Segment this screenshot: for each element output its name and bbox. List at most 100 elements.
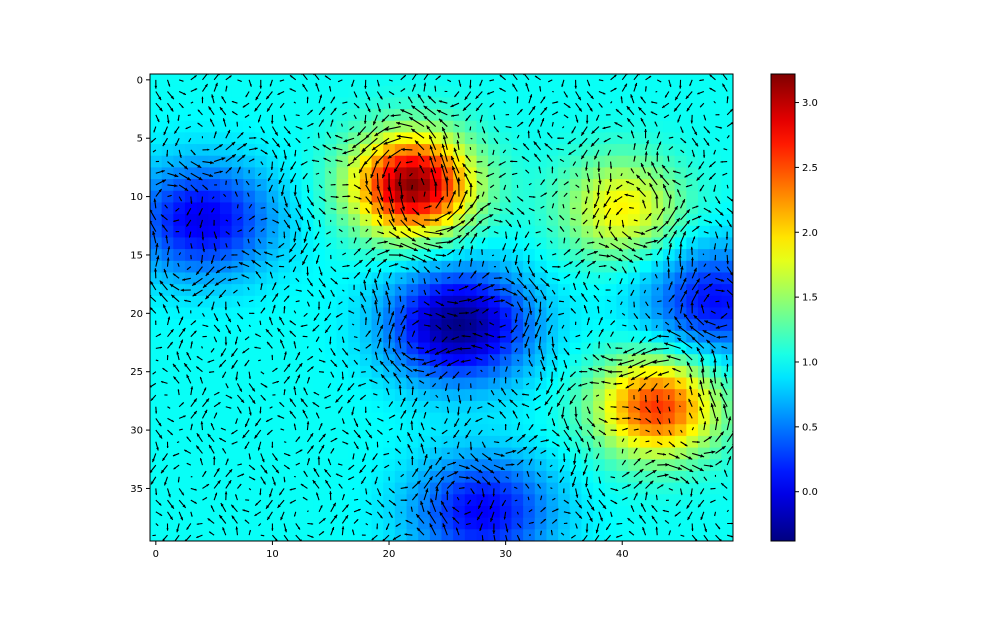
quiver-arrow-head bbox=[542, 179, 545, 182]
quiver-arrow-head bbox=[504, 356, 506, 358]
quiver-arrow-head bbox=[232, 111, 235, 114]
quiver-arrow-head bbox=[554, 190, 558, 194]
heatmap-cell bbox=[208, 447, 221, 460]
quiver-arrow-head bbox=[587, 190, 590, 194]
heatmap-cell bbox=[348, 470, 361, 484]
quiver-arrow-head bbox=[541, 356, 545, 361]
heatmap-cell bbox=[324, 144, 338, 157]
heatmap-cell bbox=[546, 470, 559, 484]
heatmap-cell bbox=[464, 517, 478, 530]
quiver-arrow-head bbox=[284, 118, 287, 122]
heatmap-cell bbox=[313, 435, 326, 449]
heatmap-cell bbox=[709, 365, 722, 379]
heatmap-cell bbox=[674, 214, 687, 227]
quiver-arrow-head bbox=[261, 163, 263, 165]
quiver-arrow-head bbox=[425, 349, 430, 354]
quiver-arrow-head bbox=[368, 191, 373, 196]
quiver-arrow-head bbox=[461, 220, 466, 224]
quiver-arrow-head bbox=[647, 172, 652, 177]
heatmap-cell bbox=[499, 424, 513, 437]
quiver-arrow-head bbox=[407, 341, 411, 345]
heatmap-cell bbox=[674, 167, 687, 180]
quiver-arrow-head bbox=[252, 312, 255, 315]
heatmap-cell bbox=[161, 377, 174, 390]
heatmap-cell bbox=[698, 237, 711, 250]
heatmap-cell bbox=[534, 459, 548, 472]
heatmap-cell bbox=[558, 190, 571, 204]
quiver-arrow bbox=[523, 74, 530, 81]
quiver-arrow-head bbox=[150, 281, 154, 285]
quiver-arrow-head bbox=[159, 107, 163, 112]
heatmap-cell bbox=[406, 470, 419, 484]
quiver-arrow-head bbox=[502, 287, 507, 292]
heatmap-cell bbox=[208, 412, 221, 425]
heatmap-cell bbox=[324, 97, 338, 110]
quiver-arrow-head bbox=[512, 249, 516, 253]
quiver-arrow-head bbox=[718, 114, 720, 116]
heatmap-cell bbox=[429, 202, 443, 215]
heatmap-cell bbox=[639, 97, 652, 110]
quiver-arrow-head bbox=[370, 174, 374, 179]
heatmap-cell bbox=[686, 179, 699, 192]
quiver-arrow-head bbox=[514, 350, 517, 353]
quiver-arrow-head bbox=[366, 358, 367, 359]
quiver-arrow-head bbox=[235, 179, 238, 182]
quiver-arrow-head bbox=[211, 307, 214, 311]
quiver-arrow-head bbox=[505, 236, 508, 239]
heatmap-cell bbox=[511, 97, 524, 110]
heatmap-cell bbox=[196, 447, 209, 460]
heatmap-cell bbox=[418, 494, 431, 507]
heatmap-cell bbox=[313, 74, 326, 87]
quiver-arrow-head bbox=[702, 155, 706, 158]
quiver-arrow-head bbox=[428, 324, 431, 327]
heatmap-cell bbox=[686, 400, 699, 414]
quiver-arrow-head bbox=[532, 209, 535, 211]
heatmap-cell bbox=[196, 435, 209, 449]
quiver-arrow-head bbox=[659, 313, 662, 315]
quiver-arrow-head bbox=[672, 368, 676, 371]
quiver-arrow-head bbox=[592, 354, 596, 358]
quiver-arrow-head bbox=[344, 253, 346, 255]
quiver-arrow-head bbox=[496, 129, 499, 133]
quiver-arrow-head bbox=[548, 215, 551, 218]
heatmap-cell bbox=[721, 354, 733, 367]
heatmap-cell bbox=[476, 412, 489, 425]
quiver-arrow-head bbox=[550, 379, 554, 384]
quiver-arrow-head bbox=[229, 75, 232, 78]
heatmap-cell bbox=[394, 435, 408, 449]
heatmap-cell bbox=[196, 389, 209, 402]
heatmap-cell bbox=[196, 132, 209, 145]
quiver-arrow-head bbox=[655, 151, 659, 155]
heatmap-cell bbox=[418, 529, 431, 541]
quiver-arrow-head bbox=[562, 204, 564, 206]
quiver-arrow-head bbox=[154, 85, 158, 89]
heatmap-cell bbox=[173, 260, 186, 274]
heatmap-cell bbox=[616, 120, 629, 133]
quiver-arrow-head bbox=[462, 107, 467, 111]
quiver-arrow-head bbox=[216, 269, 220, 274]
heatmap-cell bbox=[161, 307, 174, 320]
quiver-arrow-head bbox=[693, 267, 697, 272]
quiver-arrow-head bbox=[451, 249, 455, 253]
quiver-arrow-head bbox=[570, 308, 574, 311]
quiver-arrow-head bbox=[293, 238, 297, 243]
quiver-arrow-head bbox=[611, 101, 612, 103]
heatmap-cell bbox=[324, 459, 338, 472]
quiver-arrow-head bbox=[357, 248, 361, 252]
heatmap-cell bbox=[628, 144, 641, 157]
quiver-arrow-head bbox=[356, 336, 358, 338]
quiver-arrow-head bbox=[594, 203, 598, 208]
heatmap-cell bbox=[208, 97, 221, 110]
heatmap-cell bbox=[429, 482, 443, 495]
quiver-arrow-head bbox=[704, 199, 707, 202]
heatmap-cell bbox=[173, 249, 186, 262]
quiver-arrow-head bbox=[164, 394, 166, 396]
heatmap-cell bbox=[581, 342, 594, 355]
heatmap-cell bbox=[651, 517, 664, 530]
quiver-arrow-head bbox=[444, 388, 448, 392]
quiver-arrow-head bbox=[524, 322, 528, 327]
heatmap-cell bbox=[558, 284, 571, 297]
quiver-arrow-head bbox=[400, 109, 405, 113]
quiver-arrow-head bbox=[217, 392, 220, 394]
heatmap-cell bbox=[453, 529, 466, 541]
